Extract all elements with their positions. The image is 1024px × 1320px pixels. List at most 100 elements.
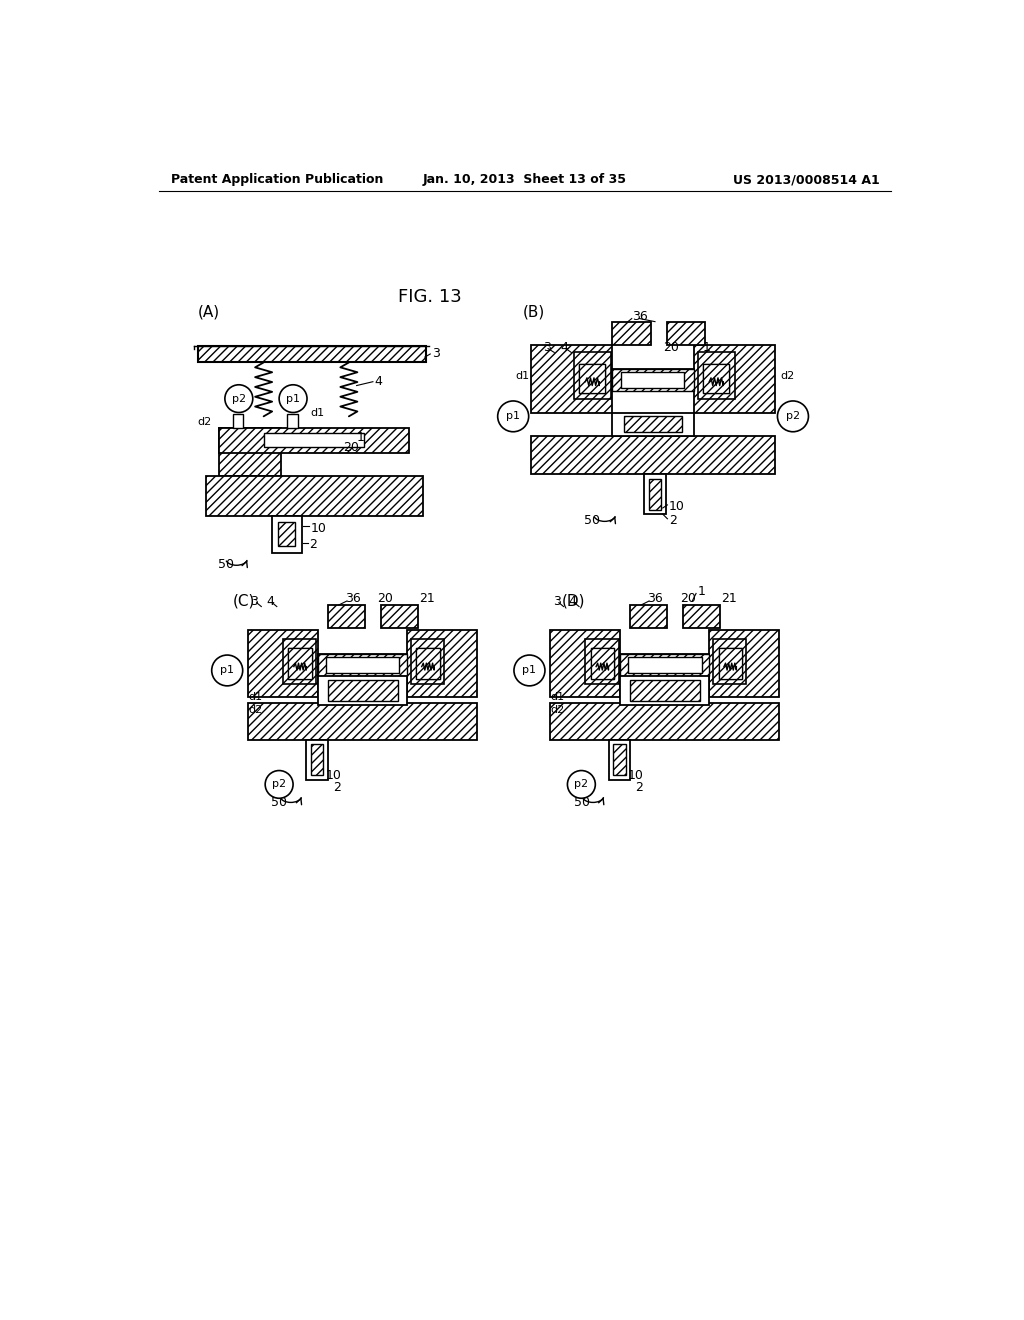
Text: 10: 10 — [669, 500, 685, 513]
Text: 2: 2 — [636, 781, 643, 795]
Text: FIG. 13: FIG. 13 — [398, 288, 462, 306]
Bar — [311, 744, 324, 775]
Text: 21: 21 — [419, 593, 434, 606]
Text: 50: 50 — [271, 796, 288, 809]
Bar — [591, 648, 614, 678]
Text: p2: p2 — [574, 779, 589, 789]
Text: 2: 2 — [309, 539, 317, 552]
Text: p2: p2 — [272, 779, 286, 789]
Bar — [317, 655, 407, 676]
Bar — [579, 364, 605, 393]
Text: (B): (B) — [523, 305, 546, 319]
Text: Patent Application Publication: Patent Application Publication — [171, 173, 383, 186]
Bar — [206, 477, 423, 516]
Text: 2: 2 — [669, 513, 677, 527]
Bar — [586, 639, 618, 684]
Bar — [683, 605, 720, 628]
Text: 50: 50 — [584, 513, 600, 527]
Bar — [306, 739, 328, 780]
Bar — [248, 702, 477, 739]
Bar — [317, 655, 407, 676]
Bar — [317, 676, 407, 705]
Bar — [621, 676, 710, 705]
Bar — [710, 630, 779, 697]
Bar — [628, 657, 701, 673]
Bar — [326, 657, 399, 673]
Bar — [232, 414, 244, 428]
Text: (C): (C) — [232, 594, 255, 609]
Text: 20: 20 — [680, 593, 695, 606]
Text: 4: 4 — [568, 594, 577, 607]
Text: 36: 36 — [632, 310, 647, 323]
Text: 3: 3 — [251, 594, 258, 607]
Text: (A): (A) — [198, 305, 220, 319]
Text: p1: p1 — [220, 665, 234, 676]
Text: p1: p1 — [506, 412, 520, 421]
Bar — [613, 744, 626, 775]
Text: 10: 10 — [311, 521, 327, 535]
Bar — [550, 702, 779, 739]
Bar — [697, 352, 735, 399]
Circle shape — [280, 385, 307, 413]
Circle shape — [514, 655, 545, 686]
Bar — [608, 739, 630, 780]
Circle shape — [265, 771, 293, 799]
Text: US 2013/0008514 A1: US 2013/0008514 A1 — [733, 173, 880, 186]
Bar — [287, 414, 298, 428]
Text: 21: 21 — [721, 593, 736, 606]
Text: d1: d1 — [248, 693, 262, 702]
Bar — [579, 364, 605, 393]
Text: d2: d2 — [780, 371, 795, 380]
Bar — [703, 364, 729, 393]
Bar — [621, 655, 710, 676]
Text: (D): (D) — [562, 594, 586, 609]
Bar — [219, 428, 410, 453]
Text: d1: d1 — [550, 693, 564, 702]
Text: d1: d1 — [310, 408, 325, 417]
Bar — [573, 352, 611, 399]
Bar — [289, 648, 311, 678]
Bar — [289, 648, 311, 678]
Circle shape — [225, 385, 253, 413]
Bar — [272, 516, 302, 553]
Bar — [612, 322, 651, 345]
Bar — [283, 639, 316, 684]
Bar — [263, 433, 365, 447]
Text: 36: 36 — [647, 593, 663, 606]
Bar — [417, 648, 439, 678]
Text: 4: 4 — [375, 375, 382, 388]
Text: 3: 3 — [543, 341, 551, 354]
Bar — [381, 605, 418, 628]
Text: 1: 1 — [703, 341, 711, 354]
Text: p2: p2 — [785, 412, 800, 421]
Bar — [703, 364, 729, 393]
Text: 50: 50 — [218, 557, 233, 570]
Text: d2: d2 — [198, 417, 212, 426]
Text: 10: 10 — [326, 770, 341, 783]
Text: d2: d2 — [248, 705, 262, 714]
Text: p1: p1 — [522, 665, 537, 676]
Bar — [713, 639, 746, 684]
Bar — [248, 630, 317, 697]
Text: 3: 3 — [432, 347, 440, 360]
Bar — [407, 630, 477, 697]
Circle shape — [567, 771, 595, 799]
Text: 4: 4 — [560, 341, 568, 354]
Bar — [719, 648, 741, 678]
Bar — [630, 680, 700, 701]
Bar — [719, 648, 741, 678]
Bar — [612, 370, 693, 391]
Bar — [624, 416, 682, 432]
Text: 4: 4 — [266, 594, 273, 607]
Text: 20: 20 — [378, 593, 393, 606]
Bar — [328, 680, 397, 701]
Text: 3: 3 — [553, 594, 560, 607]
Bar — [630, 605, 668, 628]
Text: 1: 1 — [697, 585, 706, 598]
Text: d2: d2 — [550, 705, 564, 714]
Text: p1: p1 — [286, 393, 300, 404]
Bar — [649, 479, 662, 510]
Circle shape — [498, 401, 528, 432]
Bar — [328, 605, 366, 628]
Text: 20: 20 — [663, 341, 679, 354]
